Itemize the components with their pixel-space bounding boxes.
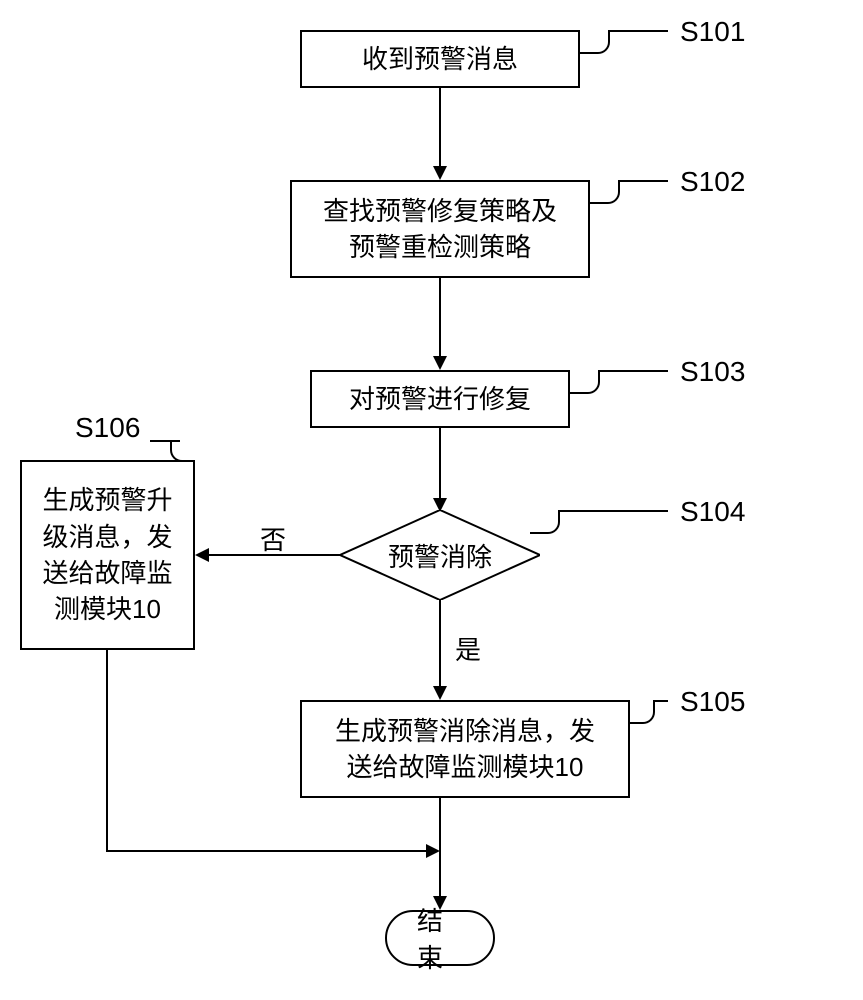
- node-s106: 生成预警升 级消息，发 送给故障监 测模块10: [20, 460, 195, 650]
- arrow-s102-s103-head: [433, 356, 447, 370]
- edge-label-yes: 是: [455, 630, 481, 667]
- leader-s103-line: [598, 370, 668, 372]
- leader-s103: [570, 370, 600, 394]
- label-s103: S103: [680, 356, 745, 388]
- arrow-s104-s106-head: [195, 548, 209, 562]
- leader-s105: [630, 700, 655, 724]
- leader-s102: [590, 180, 620, 204]
- arrow-s104-s105: [439, 600, 441, 686]
- node-s102: 查找预警修复策略及 预警重检测策略: [290, 180, 590, 278]
- node-s101-text: 收到预警消息: [362, 41, 518, 77]
- node-s104-text: 预警消除: [388, 537, 492, 574]
- node-end: 结束: [385, 910, 495, 966]
- node-s103-text: 对预警进行修复: [349, 381, 531, 417]
- node-s102-text: 查找预警修复策略及 预警重检测策略: [323, 193, 557, 266]
- label-s102: S102: [680, 166, 745, 198]
- arrow-s106-down: [106, 650, 108, 850]
- arrow-s101-s102: [439, 88, 441, 166]
- arrow-s104-s105-head: [433, 686, 447, 700]
- node-s104: 预警消除: [340, 510, 540, 600]
- node-s105: 生成预警消除消息，发 送给故障监测模块10: [300, 700, 630, 798]
- node-s103: 对预警进行修复: [310, 370, 570, 428]
- leader-s102-line: [618, 180, 668, 182]
- arrow-s106-right: [106, 850, 426, 852]
- arrow-s101-s102-head: [433, 166, 447, 180]
- leader-s104: [530, 510, 560, 534]
- leader-s101: [580, 30, 610, 54]
- leader-s104-line: [558, 510, 668, 512]
- leader-s106: [170, 440, 195, 462]
- edge-label-no: 否: [260, 520, 286, 557]
- arrow-s103-s104: [439, 428, 441, 498]
- leader-s105-line: [653, 700, 668, 702]
- node-end-text: 结束: [417, 901, 463, 975]
- label-s101: S101: [680, 16, 745, 48]
- arrow-s102-s103: [439, 278, 441, 356]
- node-s101: 收到预警消息: [300, 30, 580, 88]
- label-s105: S105: [680, 686, 745, 718]
- label-s104: S104: [680, 496, 745, 528]
- arrow-s106-merge-head: [426, 844, 440, 858]
- leader-s101-line: [608, 30, 668, 32]
- node-s105-text: 生成预警消除消息，发 送给故障监测模块10: [335, 713, 595, 786]
- label-s106: S106: [75, 412, 140, 444]
- node-s106-text: 生成预警升 级消息，发 送给故障监 测模块10: [42, 482, 172, 628]
